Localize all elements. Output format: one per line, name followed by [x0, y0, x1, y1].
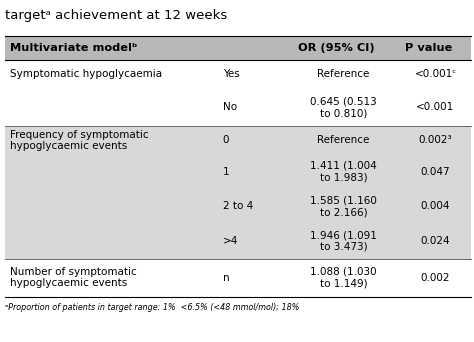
Text: targetᵃ achievement at 12 weeks: targetᵃ achievement at 12 weeks [5, 9, 228, 22]
Bar [5, 259, 471, 297]
Bar [5, 37, 471, 60]
Text: 0: 0 [223, 135, 229, 145]
Bar [5, 60, 471, 88]
Text: Yes: Yes [223, 69, 239, 79]
Text: Reference: Reference [317, 69, 370, 79]
Text: 0.047: 0.047 [421, 167, 450, 177]
Bar [5, 189, 471, 224]
Text: ᵃProportion of patients in target range: 1%  <6.5% (<48 mmol/mol); 18%: ᵃProportion of patients in target range:… [5, 303, 300, 312]
Text: >4: >4 [223, 236, 238, 246]
Text: No: No [223, 102, 237, 112]
Text: 0.002³: 0.002³ [419, 135, 452, 145]
Text: Symptomatic hypoglycaemia: Symptomatic hypoglycaemia [10, 69, 162, 79]
Text: Frequency of symptomatic
hypoglycaemic events: Frequency of symptomatic hypoglycaemic e… [10, 130, 149, 151]
Text: 1.585 (1.160
to 2.166): 1.585 (1.160 to 2.166) [310, 196, 377, 217]
Text: 1.411 (1.004
to 1.983): 1.411 (1.004 to 1.983) [310, 161, 377, 183]
Text: 0.004: 0.004 [421, 201, 450, 211]
Bar [5, 88, 471, 127]
Text: 1.946 (1.091
to 3.473): 1.946 (1.091 to 3.473) [310, 231, 377, 252]
Bar [5, 154, 471, 189]
Bar [5, 224, 471, 259]
Bar [5, 127, 471, 154]
Text: 0.645 (0.513
to 0.810): 0.645 (0.513 to 0.810) [310, 96, 377, 118]
Text: OR (95% CI): OR (95% CI) [299, 43, 375, 53]
Text: Number of symptomatic
hypoglycaemic events: Number of symptomatic hypoglycaemic even… [10, 267, 137, 288]
Text: n: n [223, 273, 229, 282]
Text: <0.001ᶜ: <0.001ᶜ [414, 69, 456, 79]
Text: 0.024: 0.024 [421, 236, 450, 246]
Text: Multivariate modelᵇ: Multivariate modelᵇ [10, 43, 137, 53]
Text: 2 to 4: 2 to 4 [223, 201, 253, 211]
Text: Reference: Reference [317, 135, 370, 145]
Text: 1.088 (1.030
to 1.149): 1.088 (1.030 to 1.149) [310, 267, 377, 288]
Text: 0.002: 0.002 [421, 273, 450, 282]
Text: P value: P value [405, 43, 452, 53]
Text: 1: 1 [223, 167, 229, 177]
Text: <0.001: <0.001 [416, 102, 455, 112]
